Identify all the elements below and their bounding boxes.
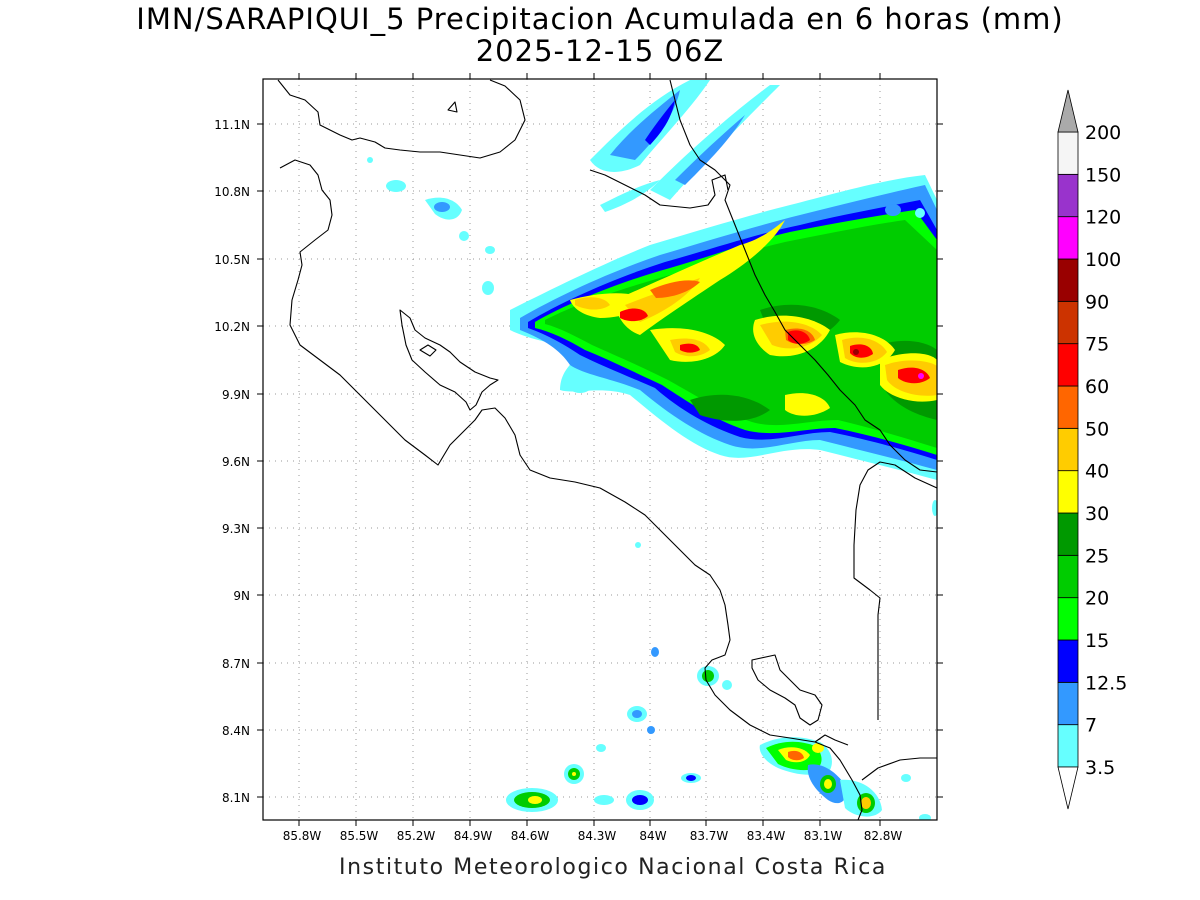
- map-datetime: 2025-12-15 06Z: [475, 34, 725, 68]
- colorbar-swatch: [1057, 639, 1079, 683]
- colorbar-swatch: [1057, 131, 1079, 175]
- colorbar-swatch: [1057, 173, 1079, 218]
- lat-tick-label: 9.6N: [222, 455, 250, 469]
- colorbar-swatch: [1057, 385, 1079, 429]
- lat-tick-label: 10.5N: [214, 253, 250, 267]
- colorbar-swatch: [1057, 343, 1079, 387]
- lon-tick-label: 85.2W: [397, 829, 436, 843]
- colorbar-level-label: 12.5: [1085, 672, 1127, 694]
- colorbar-swatch: [1057, 300, 1079, 345]
- colorbar-level-label: 30: [1085, 503, 1109, 525]
- lon-tick-label: 84.6W: [511, 829, 550, 843]
- lat-tick-label: 9.9N: [222, 388, 250, 402]
- colorbar-level-label: 120: [1085, 207, 1121, 229]
- colorbar-level-label: 15: [1085, 630, 1109, 652]
- lat-tick-label: 9N: [233, 589, 250, 603]
- colorbar-level-label: 100: [1085, 249, 1121, 271]
- colorbar-swatch: [1057, 427, 1079, 472]
- colorbar-level-label: 60: [1085, 376, 1109, 398]
- colorbar-level-label: 90: [1085, 291, 1109, 313]
- lat-tick-label: 8.7N: [222, 657, 250, 671]
- colorbar: 3.5 7 12.5 15 20 25 30 40 50 60 75 90 100 120 150 200: [1057, 89, 1127, 810]
- lon-tick-label: 83.7W: [690, 829, 729, 843]
- colorbar-swatch: [1057, 216, 1079, 260]
- lon-tick-label: 85.8W: [283, 829, 322, 843]
- map-title: IMN/SARAPIQUI_5 Precipitacion Acumulada …: [136, 2, 1064, 36]
- lon-tick-label: 85.5W: [340, 829, 379, 843]
- lon-tick-label: 82.8W: [864, 829, 903, 843]
- longitude-axis: 85.8W 85.5W 85.2W 84.9W 84.6W 84.3W 84W 83.7W 83…: [283, 73, 903, 843]
- lat-tick-label: 11.1N: [214, 118, 250, 132]
- colorbar-level-label: 7: [1085, 715, 1097, 737]
- colorbar-level-label: 150: [1085, 164, 1121, 186]
- lon-tick-label: 84.3W: [578, 829, 617, 843]
- colorbar-swatch: [1057, 681, 1079, 726]
- lat-tick-label: 10.2N: [214, 320, 250, 334]
- colorbar-min-arrow: [1057, 766, 1079, 810]
- latitude-axis: 11.1N 10.8N 10.5N 10.2N 9.9N 9.6N 9.3N 9N 8.7N 8.…: [214, 118, 943, 805]
- lat-tick-label: 8.4N: [222, 724, 250, 738]
- colorbar-level-label: 40: [1085, 461, 1109, 483]
- lat-tick-label: 9.3N: [222, 522, 250, 536]
- lon-tick-label: 84.9W: [454, 829, 493, 843]
- lon-tick-label: 83.1W: [804, 829, 843, 843]
- colorbar-swatch: [1057, 258, 1079, 302]
- precipitation-field: [367, 80, 937, 820]
- lat-tick-label: 8.1N: [222, 791, 250, 805]
- coastlines-borders: [277, 79, 937, 820]
- colorbar-swatch: [1057, 470, 1079, 514]
- footer-credit: Instituto Meteorologico Nacional Costa R…: [339, 855, 887, 880]
- colorbar-swatch: [1057, 512, 1079, 556]
- colorbar-level-label: 200: [1085, 122, 1121, 144]
- colorbar-swatch: [1057, 724, 1079, 768]
- colorbar-level-label: 25: [1085, 545, 1109, 567]
- colorbar-level-label: 75: [1085, 334, 1109, 356]
- lon-tick-label: 84W: [639, 829, 666, 843]
- colorbar-max-arrow: [1057, 89, 1079, 133]
- map-frame: [262, 78, 938, 821]
- lon-tick-label: 83.4W: [747, 829, 786, 843]
- colorbar-swatch: [1057, 597, 1079, 641]
- colorbar-level-label: 3.5: [1085, 757, 1115, 779]
- colorbar-swatch: [1057, 554, 1079, 599]
- colorbar-level-label: 20: [1085, 588, 1109, 610]
- colorbar-level-label: 50: [1085, 418, 1109, 440]
- map-panel: [263, 79, 937, 820]
- lat-tick-label: 10.8N: [214, 185, 250, 199]
